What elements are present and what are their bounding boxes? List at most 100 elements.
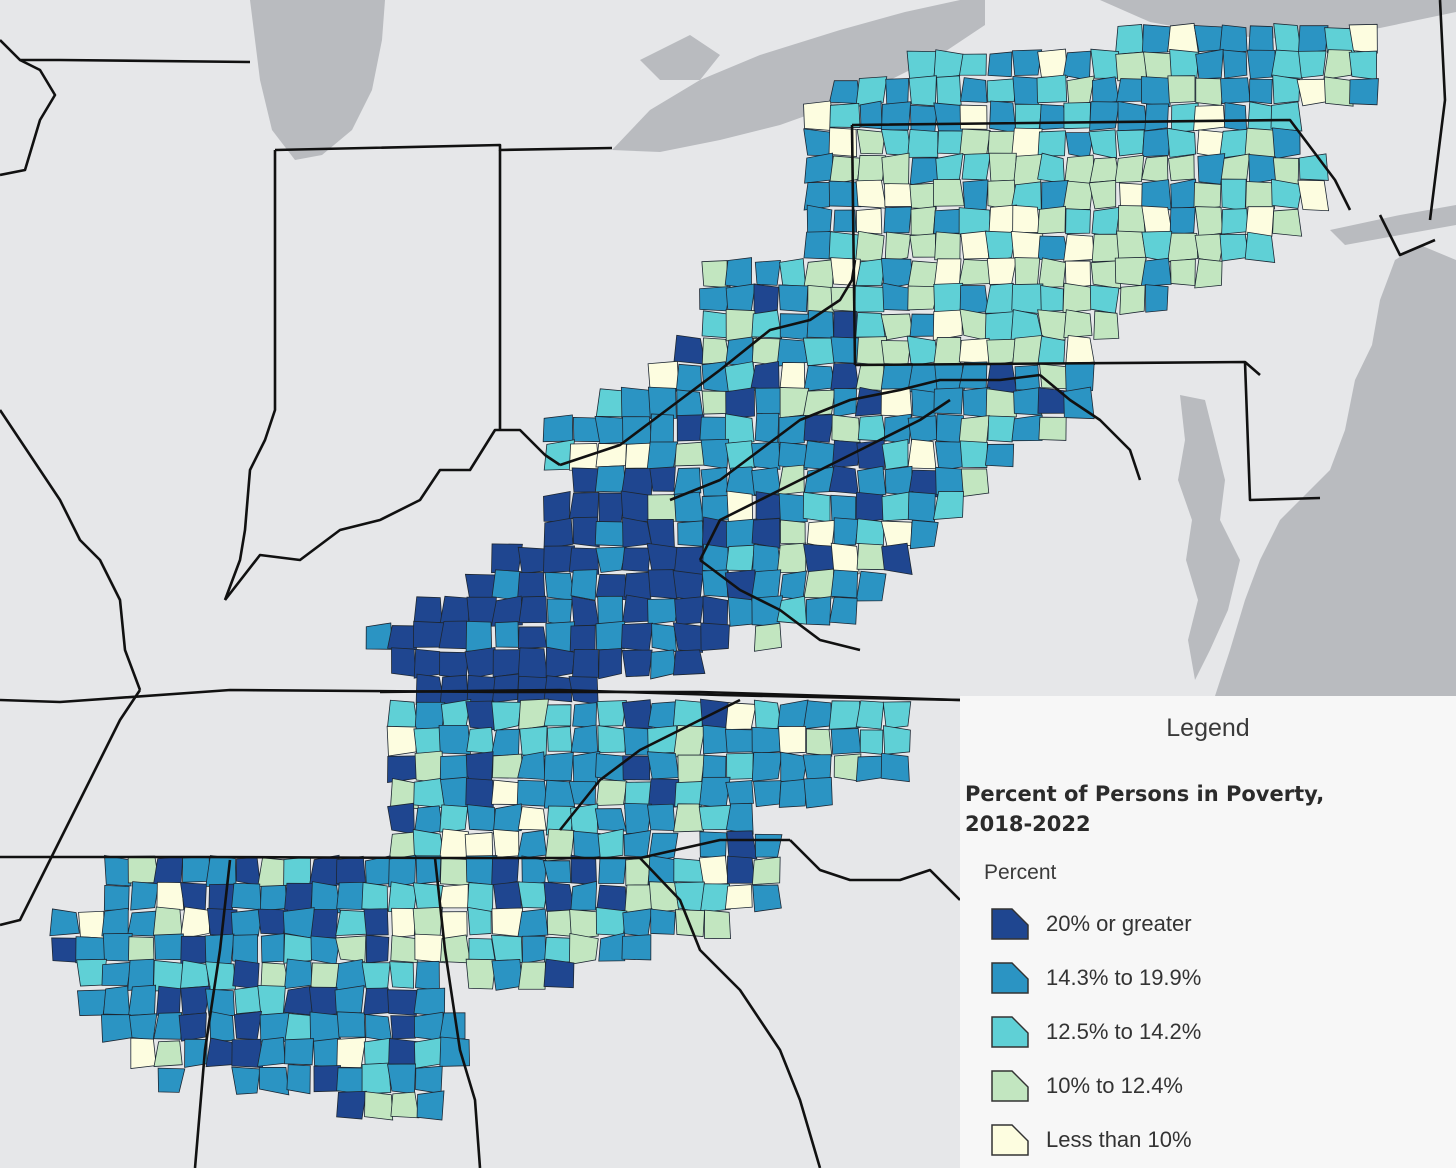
county-polygon bbox=[674, 781, 703, 808]
county-polygon bbox=[491, 701, 522, 732]
county-polygon bbox=[1142, 127, 1171, 158]
county-polygon bbox=[309, 1011, 341, 1044]
county-polygon bbox=[361, 962, 391, 991]
county-polygon bbox=[623, 830, 652, 858]
county-polygon bbox=[622, 594, 651, 623]
county-polygon bbox=[572, 702, 597, 728]
county-polygon bbox=[568, 492, 600, 521]
county-polygon bbox=[310, 935, 341, 965]
county-polygon bbox=[1089, 284, 1120, 315]
county-polygon bbox=[803, 231, 834, 260]
county-polygon bbox=[907, 285, 940, 311]
county-polygon bbox=[259, 1012, 290, 1043]
legend-label: 12.5% to 14.2% bbox=[1046, 1019, 1202, 1044]
county-polygon bbox=[704, 909, 731, 940]
county-polygon bbox=[546, 909, 573, 937]
county-polygon bbox=[594, 808, 627, 832]
county-polygon bbox=[672, 649, 706, 676]
ky-tn-border bbox=[0, 688, 961, 704]
county-polygon bbox=[130, 1037, 157, 1070]
county-polygon bbox=[1063, 309, 1093, 339]
county-polygon bbox=[702, 595, 729, 628]
ohio-river bbox=[223, 428, 561, 601]
county-polygon bbox=[1349, 78, 1379, 106]
county-polygon bbox=[1037, 387, 1068, 414]
county-polygon bbox=[439, 651, 469, 679]
county-polygon bbox=[1272, 74, 1301, 105]
county-polygon bbox=[516, 779, 549, 807]
tn-ms-al-ga-border bbox=[0, 838, 790, 860]
county-polygon bbox=[363, 987, 392, 1016]
county-polygon bbox=[698, 804, 732, 831]
county-polygon bbox=[365, 1014, 393, 1042]
ny-pa-border bbox=[851, 118, 1352, 211]
county-polygon bbox=[907, 491, 936, 523]
county-polygon bbox=[1246, 49, 1276, 80]
county-polygon bbox=[490, 595, 523, 627]
county-polygon bbox=[882, 282, 912, 311]
county-polygon bbox=[934, 441, 965, 472]
county-polygon bbox=[439, 776, 470, 808]
county-polygon bbox=[153, 960, 184, 992]
county-polygon bbox=[752, 780, 782, 808]
county-polygon bbox=[1221, 208, 1249, 235]
county-polygon bbox=[597, 725, 628, 754]
county-polygon bbox=[598, 932, 626, 962]
county-polygon bbox=[543, 491, 571, 523]
county-polygon bbox=[130, 881, 159, 911]
county-polygon bbox=[959, 128, 991, 156]
county-polygon bbox=[859, 729, 884, 755]
county-polygon bbox=[412, 828, 445, 860]
county-polygon bbox=[936, 75, 962, 107]
county-polygon bbox=[724, 884, 753, 910]
county-polygon bbox=[127, 910, 158, 937]
county-polygon bbox=[855, 312, 886, 338]
county-polygon bbox=[336, 1011, 366, 1038]
county-polygon bbox=[646, 518, 675, 548]
county-polygon bbox=[621, 699, 653, 729]
county-polygon bbox=[933, 102, 963, 133]
county-polygon bbox=[622, 908, 653, 937]
county-polygon bbox=[989, 100, 1017, 134]
county-polygon bbox=[439, 595, 471, 625]
county-polygon bbox=[988, 152, 1017, 182]
county-polygon bbox=[491, 543, 523, 574]
county-polygon bbox=[518, 961, 546, 990]
county-polygon bbox=[363, 908, 389, 936]
county-polygon bbox=[700, 438, 730, 470]
county-polygon bbox=[128, 936, 155, 962]
county-polygon bbox=[778, 284, 809, 313]
county-polygon bbox=[260, 933, 285, 963]
county-polygon bbox=[778, 778, 808, 808]
county-polygon bbox=[128, 984, 157, 1016]
legend-swatch-12-to-14 bbox=[991, 1016, 1029, 1048]
county-polygon bbox=[1089, 101, 1120, 131]
county-polygon bbox=[517, 647, 548, 680]
county-polygon bbox=[1271, 178, 1303, 209]
county-polygon bbox=[883, 206, 912, 234]
county-polygon bbox=[1245, 206, 1275, 237]
county-polygon bbox=[647, 803, 676, 832]
county-polygon bbox=[1193, 182, 1222, 211]
wv-va-south bbox=[698, 398, 951, 561]
county-polygon bbox=[829, 102, 861, 128]
county-polygon bbox=[414, 750, 445, 784]
legend-panel: Legend Percent of Persons in Poverty, 20… bbox=[960, 696, 1456, 1168]
county-polygon bbox=[491, 673, 520, 703]
county-polygon bbox=[958, 337, 990, 364]
county-polygon bbox=[1040, 285, 1064, 312]
county-polygon bbox=[182, 856, 211, 883]
county-polygon bbox=[571, 595, 600, 627]
county-polygon bbox=[313, 1037, 341, 1069]
county-polygon bbox=[335, 935, 367, 963]
county-polygon bbox=[1140, 257, 1172, 287]
county-polygon bbox=[78, 910, 105, 939]
county-polygon bbox=[828, 127, 858, 157]
va-wv-border bbox=[669, 373, 1041, 502]
county-polygon bbox=[283, 933, 316, 964]
county-polygon bbox=[390, 1091, 420, 1119]
county-polygon bbox=[725, 283, 756, 313]
county-polygon bbox=[777, 441, 808, 471]
county-polygon bbox=[1038, 416, 1067, 441]
